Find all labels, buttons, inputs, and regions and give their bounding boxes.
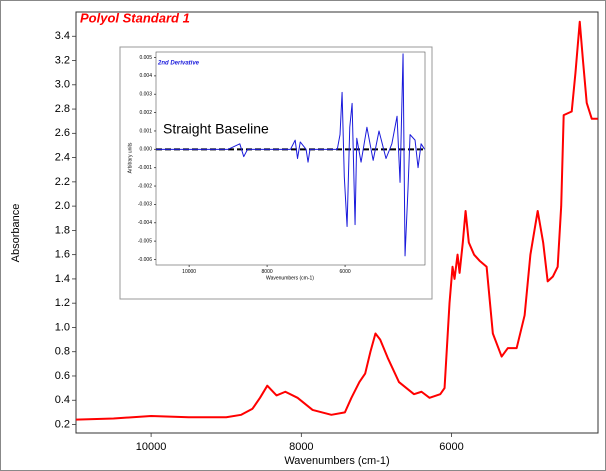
x-tick-label: 10000	[136, 441, 167, 453]
y-tick-label: 0.4	[55, 394, 70, 406]
y-tick-label: 2.0	[55, 200, 70, 212]
y-tick-label: 3.0	[55, 79, 70, 91]
y-tick-label: 0.004	[139, 73, 152, 79]
y-tick-label: 0.005	[139, 55, 152, 61]
x-tick-label: 6000	[439, 441, 463, 453]
y-tick-label: 3.2	[55, 54, 70, 66]
main-chart: Polyol Standard 1 Absorbance Wavenumbers…	[10, 10, 599, 467]
chart-title: Polyol Standard 1	[80, 10, 190, 25]
y-tick-label: 1.8	[55, 224, 70, 236]
y-tick-label: 3.4	[55, 30, 70, 42]
y-tick-label: -0.006	[138, 257, 152, 263]
x-tick-label: 8000	[262, 269, 273, 275]
inset-y-axis-label: Arbitrary units	[127, 142, 133, 173]
y-tick-label: 0.6	[55, 370, 70, 382]
data-line	[156, 53, 426, 257]
y-tick-label: 2.8	[55, 103, 70, 115]
inset-plot-area	[155, 51, 426, 266]
plot-area	[75, 11, 599, 434]
y-tick-label: -0.002	[138, 183, 152, 189]
x-tick-label: 10000	[182, 269, 196, 275]
y-tick-label: -0.001	[138, 165, 152, 171]
x-tick-label: 8000	[289, 441, 313, 453]
y-tick-label: 1.0	[55, 321, 70, 333]
y-tick-label: -0.005	[138, 238, 152, 244]
x-tick-label: 6000	[340, 269, 351, 275]
y-tick-label: 0.2	[55, 418, 70, 430]
y-tick-label: 1.4	[55, 273, 70, 285]
y-tick-label: 0.000	[139, 147, 152, 153]
x-axis-label: Wavenumbers (cm-1)	[284, 455, 389, 467]
y-tick-label: 0.8	[55, 346, 70, 358]
y-tick-label: -0.004	[138, 220, 152, 226]
y-tick-label: 0.001	[139, 128, 152, 134]
y-tick-label: -0.003	[138, 202, 152, 208]
inset-frame	[119, 46, 433, 300]
y-tick-label: 0.003	[139, 92, 152, 98]
y-tick-label: 1.2	[55, 297, 70, 309]
inset-chart: 2nd Derivative Straight Baseline Arbitra…	[119, 46, 433, 300]
y-tick-label: 2.6	[55, 127, 70, 139]
inset-title: 2nd Derivative	[157, 61, 200, 67]
annotation: Straight Baseline	[163, 121, 269, 137]
y-tick-label: 1.6	[55, 249, 70, 261]
y-tick-label: 0.002	[139, 110, 152, 116]
y-tick-label: 2.4	[55, 151, 70, 163]
y-axis-label: Absorbance	[10, 204, 22, 263]
inset-x-axis-label: Wavenumbers (cm-1)	[266, 275, 314, 281]
data-line	[75, 20, 598, 421]
y-tick-label: 2.2	[55, 176, 70, 188]
